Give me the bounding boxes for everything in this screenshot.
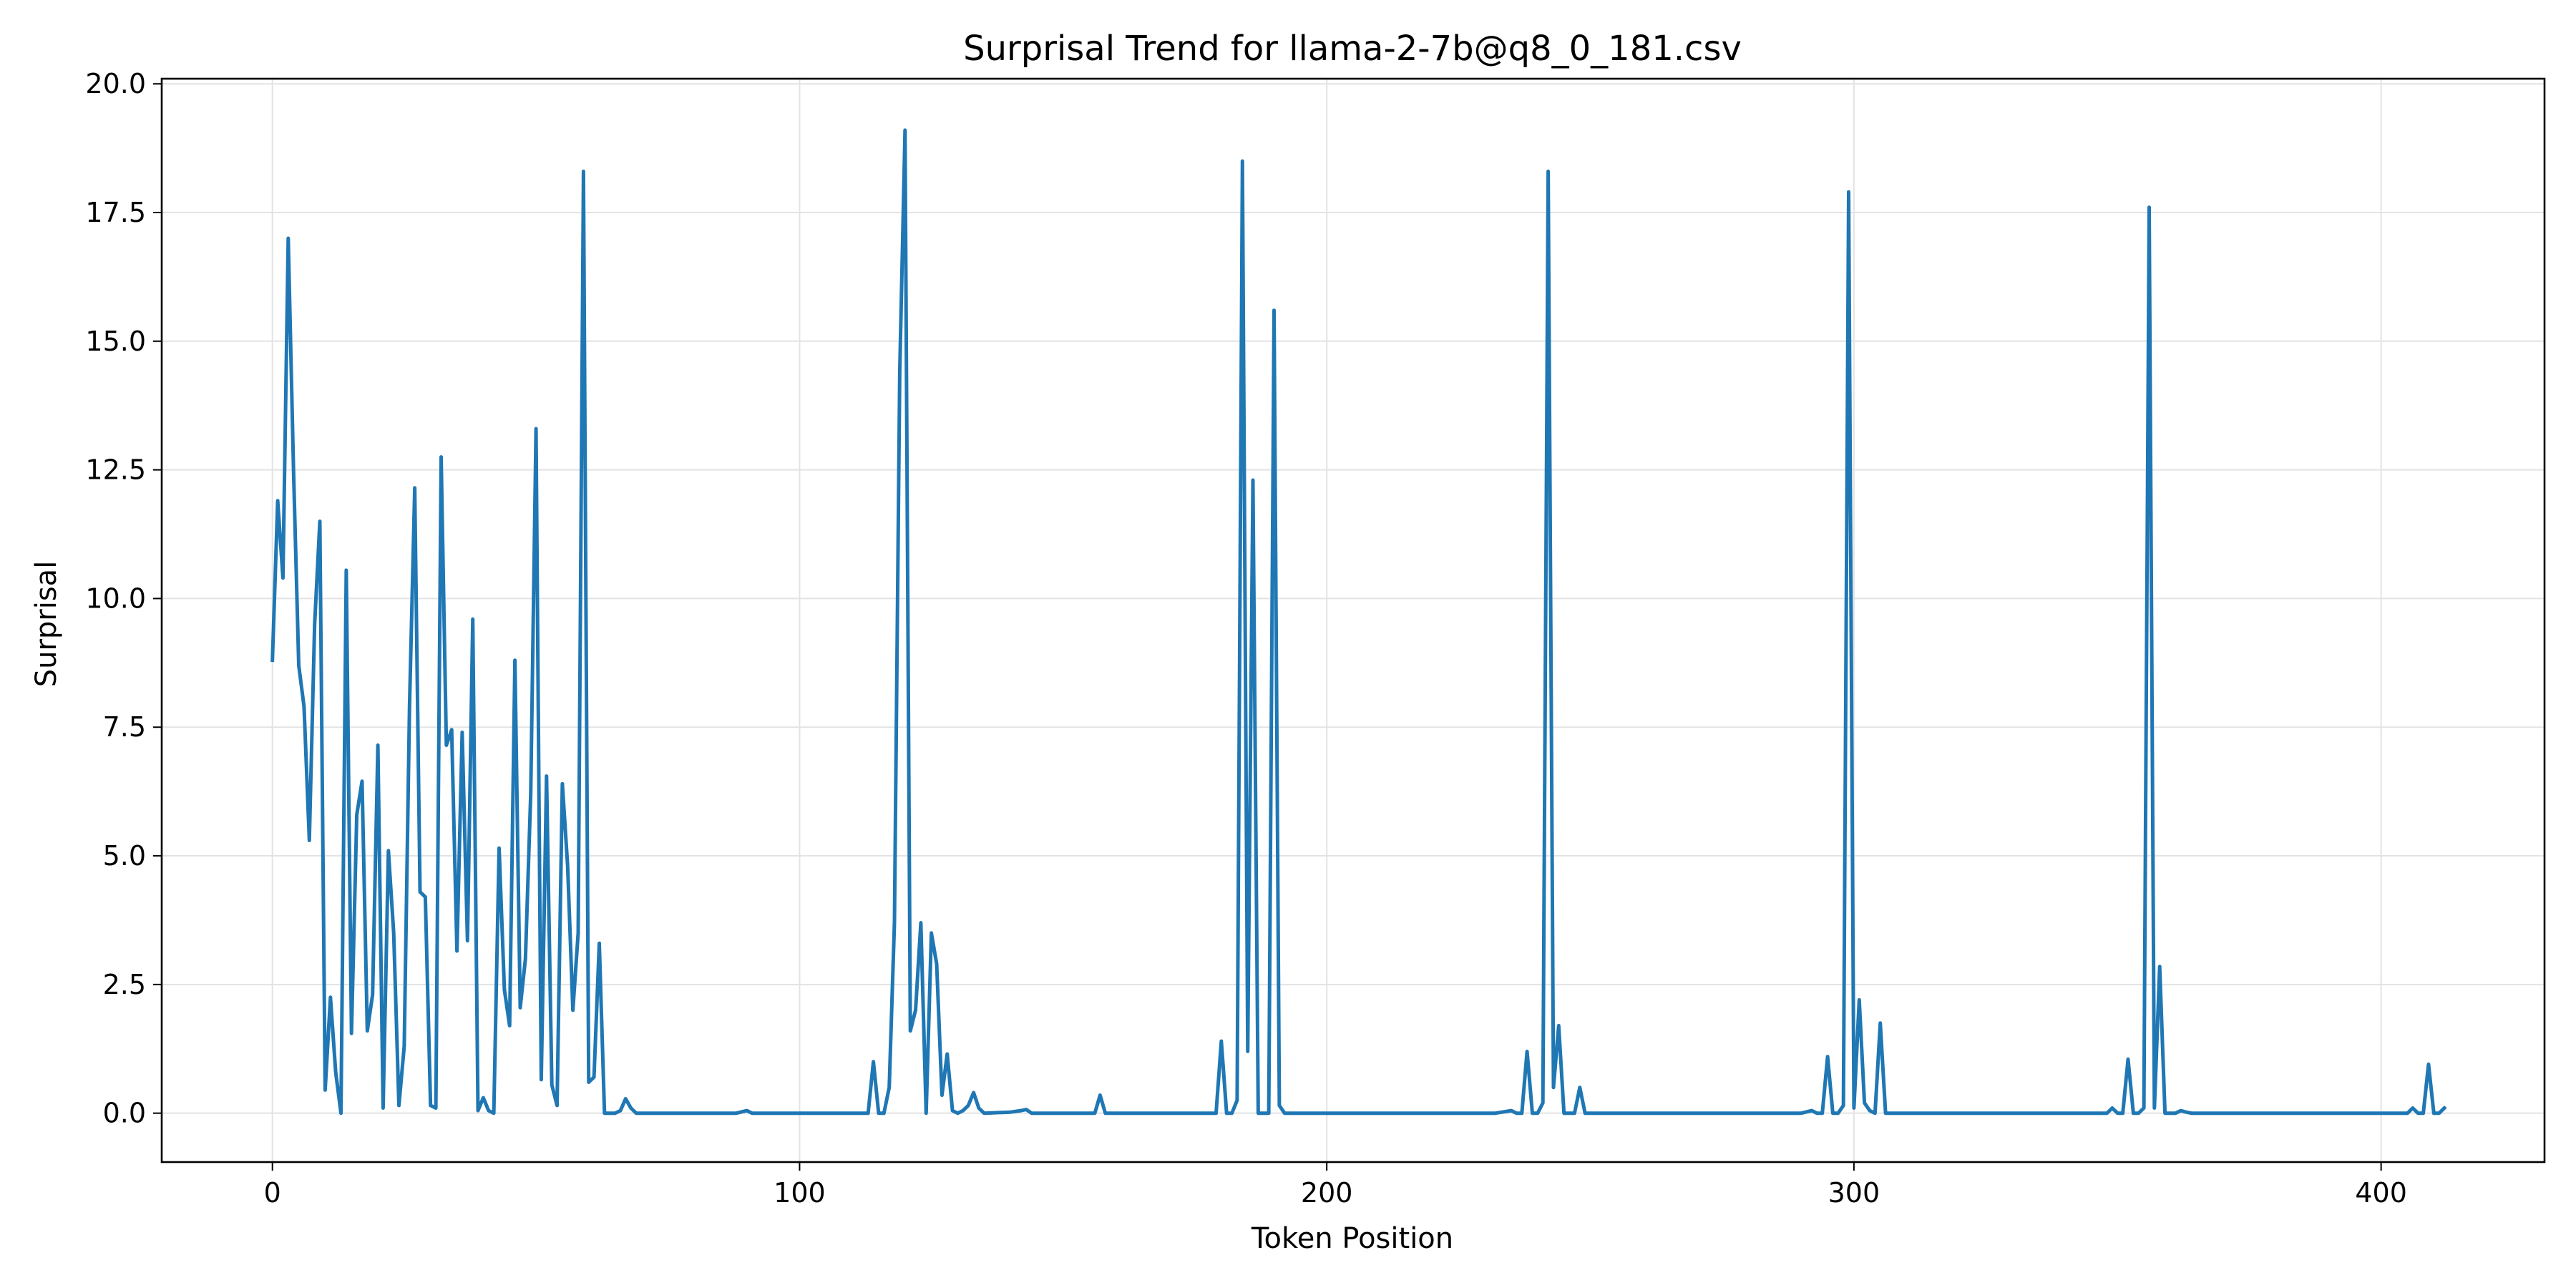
x-tick-label: 300 [1828, 1177, 1880, 1209]
y-tick-label: 2.5 [103, 969, 146, 1000]
chart-title: Surprisal Trend for llama-2-7b@q8_0_181.… [963, 29, 1742, 69]
surprisal-series-line [270, 128, 2447, 1116]
y-tick-label: 15.0 [85, 326, 146, 357]
x-axis-label: Token Position [1251, 1222, 1453, 1255]
x-tick-label: 400 [2355, 1177, 2407, 1209]
x-tick-label: 0 [264, 1177, 281, 1209]
tick-layer: 0 100 200 300 400 0.0 2.5 5.0 7.5 10.0 12.5 15.0 17.… [85, 68, 2406, 1209]
y-tick-label: 10.0 [85, 582, 146, 614]
y-axis-label: Surprisal [30, 561, 63, 688]
x-tick-label: 100 [774, 1177, 826, 1209]
y-tick-label: 0.0 [103, 1098, 146, 1129]
y-tick-label: 20.0 [85, 68, 146, 99]
plot-area-frame [160, 77, 2546, 1163]
y-tick-label: 5.0 [103, 840, 146, 872]
x-tick-label: 200 [1301, 1177, 1353, 1209]
series-layer [270, 128, 2447, 1116]
y-tick-label: 7.5 [103, 711, 146, 743]
y-tick-label: 17.5 [85, 197, 146, 228]
y-tick-label: 12.5 [85, 454, 146, 486]
